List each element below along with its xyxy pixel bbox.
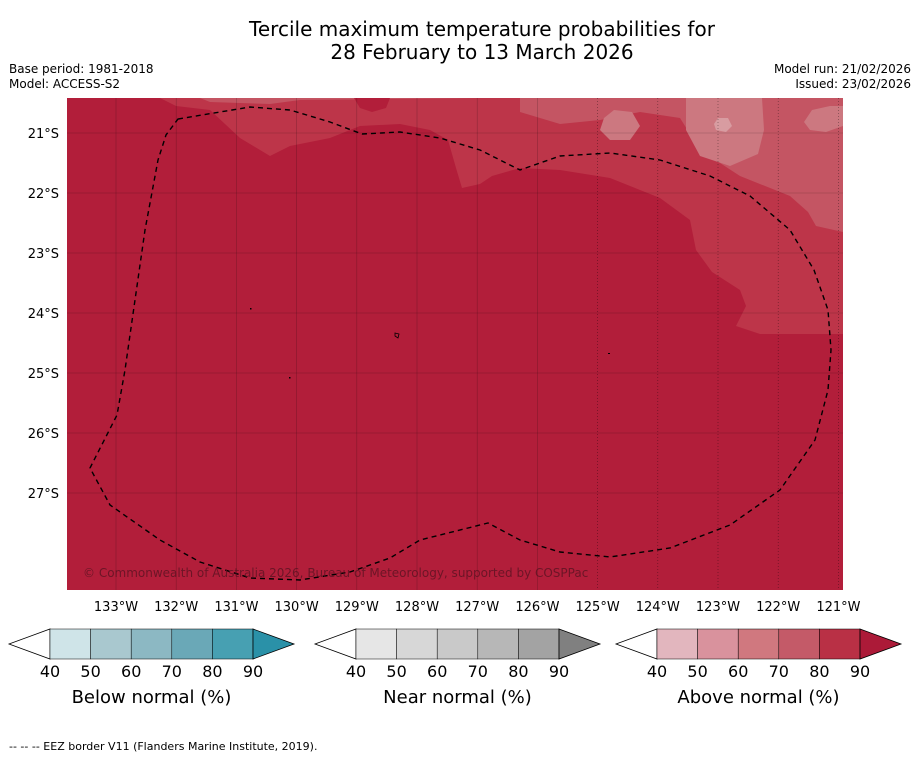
longitude-label: 122°W	[756, 600, 800, 615]
longitude-label: 133°W	[94, 600, 138, 615]
map-area: © Commonwealth of Australia 2026, Bureau…	[67, 98, 843, 590]
above-normal-60-region	[200, 98, 480, 104]
eez-footnote: -- -- -- EEZ border V11 (Flanders Marine…	[9, 740, 318, 753]
colorbar-segment	[130, 628, 173, 660]
colorbar-extend-low	[7, 628, 51, 660]
longitude-label: 126°W	[515, 600, 559, 615]
above-normal-50-region	[686, 98, 764, 166]
model-name: Model: ACCESS-S2	[9, 77, 121, 91]
colorbar-tick-label: 80	[202, 662, 222, 681]
colorbar-tick-label: 70	[162, 662, 182, 681]
latitude-label: 27°S	[28, 487, 59, 502]
model-run: Model run: 21/02/2026	[773, 62, 911, 76]
island-marker-3	[289, 377, 291, 379]
colorbar-extend-high	[859, 628, 903, 660]
island-marker	[394, 332, 400, 339]
colorbar-tick-label: 50	[386, 662, 406, 681]
colorbar-title: Above normal (%)	[677, 687, 839, 708]
eez-border	[89, 106, 832, 581]
colorbar-segment	[49, 628, 91, 660]
colorbar-segment	[737, 628, 780, 660]
meta-left: Base period: 1981-2018 Model: ACCESS-S2	[9, 62, 154, 92]
graticule	[67, 98, 843, 590]
colorbar-tick-label: 50	[80, 662, 100, 681]
colorbar-tick-label: 80	[508, 662, 528, 681]
colorbar-tick-label: 70	[769, 662, 789, 681]
island-marker-2	[250, 308, 252, 310]
island-marker-4	[608, 353, 610, 354]
longitude-label: 130°W	[275, 600, 319, 615]
longitude-label: 129°W	[335, 600, 379, 615]
colorbar-extend-low	[614, 628, 658, 660]
longitude-label: 121°W	[816, 600, 860, 615]
longitude-label: 131°W	[214, 600, 258, 615]
colorbar-tick-label: 90	[549, 662, 569, 681]
colorbar-tick-label: 90	[850, 662, 870, 681]
title-line-2: 28 February to 13 March 2026	[330, 40, 634, 64]
colorbar-title: Below normal (%)	[72, 687, 232, 708]
colorbar-tick-label: 50	[687, 662, 707, 681]
colorbar-segment	[518, 628, 560, 660]
longitude-axis: 133°W 132°W 131°W 130°W 129°W 128°W 127°W 126°W…	[94, 600, 861, 615]
near-normal-colorbar: 40 50 60 70 80 90 Near normal (%)	[313, 628, 602, 708]
above-normal-80-spot	[354, 98, 390, 112]
colorbar-title: Near normal (%)	[383, 687, 532, 708]
colorbar-extend-high	[558, 628, 602, 660]
colorbar-tick-label: 70	[468, 662, 488, 681]
title-line-1: Tercile maximum temperature probabilitie…	[249, 17, 715, 41]
longitude-label: 132°W	[154, 600, 198, 615]
longitude-label: 128°W	[395, 600, 439, 615]
colorbar-tick-label: 40	[40, 662, 60, 681]
colorbar-segment	[436, 628, 479, 660]
above-normal-50-east	[804, 106, 843, 132]
latitude-label: 24°S	[28, 307, 59, 322]
latitude-label: 26°S	[28, 427, 59, 442]
longitude-label: 125°W	[576, 600, 620, 615]
latitude-label: 23°S	[28, 247, 59, 262]
below-normal-colorbar: 40 50 60 70 80 90 Below normal (%)	[7, 628, 296, 708]
colorbar-segment	[656, 628, 698, 660]
colorbar-tick-label: 90	[243, 662, 263, 681]
longitude-label: 127°W	[455, 600, 499, 615]
colorbar-extend-low	[313, 628, 357, 660]
colorbar-segment	[355, 628, 397, 660]
latitude-label: 25°S	[28, 367, 59, 382]
colorbar-legends: 40 50 60 70 80 90 Below normal (%) 40 50 60 70 80 90…	[7, 628, 903, 708]
colorbar-segment	[697, 628, 739, 660]
latitude-label: 21°S	[28, 127, 59, 142]
copyright-notice: © Commonwealth of Australia 2026, Bureau…	[83, 566, 588, 580]
colorbar-tick-label: 60	[427, 662, 447, 681]
colorbar-tick-label: 60	[728, 662, 748, 681]
colorbar-tick-label: 80	[809, 662, 829, 681]
longitude-label: 124°W	[636, 600, 680, 615]
above-normal-50-small	[600, 110, 640, 140]
colorbar-segment	[396, 628, 438, 660]
colorbar-tick-label: 60	[121, 662, 141, 681]
above-normal-70-region	[160, 98, 843, 334]
longitude-label: 123°W	[696, 600, 740, 615]
latitude-label: 22°S	[28, 187, 59, 202]
colorbar-segment	[778, 628, 820, 660]
colorbar-segment	[171, 628, 213, 660]
latitude-axis: 21°S 22°S 23°S 24°S 25°S 26°S 27°S	[28, 127, 59, 502]
colorbar-tick-label: 40	[346, 662, 366, 681]
map-title: Tercile maximum temperature probabilitie…	[0, 18, 919, 64]
base-period: Base period: 1981-2018	[9, 62, 154, 76]
colorbar-segment	[90, 628, 132, 660]
colorbar-extend-high	[252, 628, 296, 660]
meta-right: Model run: 21/02/2026 Issued: 23/02/2026	[774, 62, 911, 92]
colorbar-segment	[819, 628, 861, 660]
colorbar-tick-label: 40	[647, 662, 667, 681]
above-normal-40-spot	[714, 118, 732, 132]
above-normal-colorbar: 40 50 60 70 80 90 Above normal (%)	[614, 628, 903, 708]
colorbar-segment	[212, 628, 254, 660]
colorbar-segment	[477, 628, 519, 660]
issued-date: Issued: 23/02/2026	[795, 77, 911, 91]
